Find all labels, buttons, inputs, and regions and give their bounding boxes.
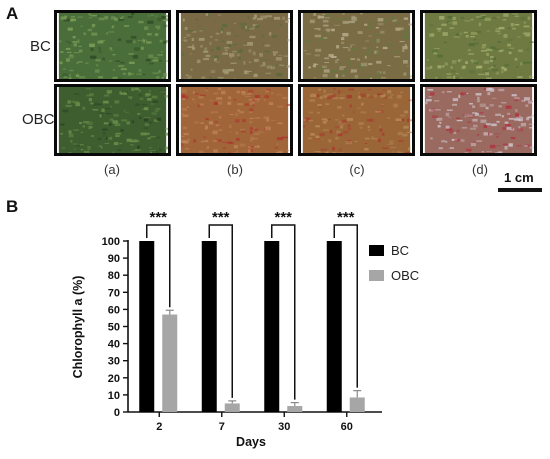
bar-bc <box>326 241 342 412</box>
significance-bracket <box>271 224 296 400</box>
legend-swatch-obc <box>369 270 384 281</box>
panel-b-letter: B <box>6 197 19 216</box>
y-tick-label: 90 <box>108 253 120 265</box>
scale-bar-label: 1 cm <box>504 170 534 185</box>
col-label-a: (a) <box>104 162 120 177</box>
significance-bracket <box>333 224 358 388</box>
y-tick-label: 80 <box>108 270 120 282</box>
photo-obc-d <box>420 84 537 156</box>
significance-bracket <box>146 224 171 308</box>
photo-bc-a <box>54 10 171 82</box>
y-tick-label: 10 <box>108 390 120 402</box>
significance-brackets: *** *** *** *** <box>146 209 358 400</box>
y-axis-title: Chlorophyll a (%) <box>71 276 85 379</box>
y-tick-label: 0 <box>114 407 120 419</box>
y-tick-label: 30 <box>108 356 120 368</box>
scale-bar <box>498 188 542 192</box>
bar-obc <box>287 406 303 412</box>
x-tick-label: 7 <box>219 421 225 433</box>
photo-bc-b <box>176 10 293 82</box>
bar-obc <box>162 314 178 412</box>
photo-obc-a <box>54 84 171 156</box>
legend: BC OBC <box>369 243 419 283</box>
row-label-obc: OBC <box>22 111 55 128</box>
bar-bc <box>201 241 217 412</box>
x-tick-label: 60 <box>341 421 353 433</box>
y-tick-label: 60 <box>108 304 120 316</box>
y-tick-label: 70 <box>108 287 120 299</box>
photo-obc-b <box>176 84 293 156</box>
bars <box>139 241 365 412</box>
photo-obc-c <box>298 84 415 156</box>
significance-label: *** <box>149 209 167 226</box>
col-label-d: (d) <box>472 162 488 177</box>
x-axis-title: Days <box>236 435 266 449</box>
photo-bc-c <box>298 10 415 82</box>
y-tick-label: 50 <box>108 322 120 334</box>
significance-label: *** <box>212 209 230 226</box>
bar-obc <box>224 403 240 412</box>
bar-bc <box>264 241 280 412</box>
row-label-bc: BC <box>30 38 51 55</box>
x-tick-label: 2 <box>156 421 162 433</box>
legend-label-obc: OBC <box>391 268 419 283</box>
y-axis: 0 10 20 30 40 50 60 70 80 90 100 <box>102 236 129 419</box>
panel-a-letter: A <box>6 4 19 23</box>
significance-bracket <box>208 224 233 398</box>
col-label-b: (b) <box>227 162 243 177</box>
col-label-c: (c) <box>349 162 365 177</box>
y-tick-label: 100 <box>102 236 120 248</box>
legend-swatch-bc <box>369 245 384 256</box>
bar-bc <box>139 241 155 412</box>
photo-bc-d <box>420 10 537 82</box>
y-tick-label: 20 <box>108 373 120 385</box>
significance-label: *** <box>274 209 292 226</box>
bar-obc <box>349 397 365 412</box>
legend-label-bc: BC <box>391 243 409 258</box>
significance-label: *** <box>337 209 355 226</box>
y-tick-label: 40 <box>108 339 120 351</box>
x-tick-label: 30 <box>278 421 290 433</box>
x-axis: 2 7 30 60 <box>128 411 382 433</box>
